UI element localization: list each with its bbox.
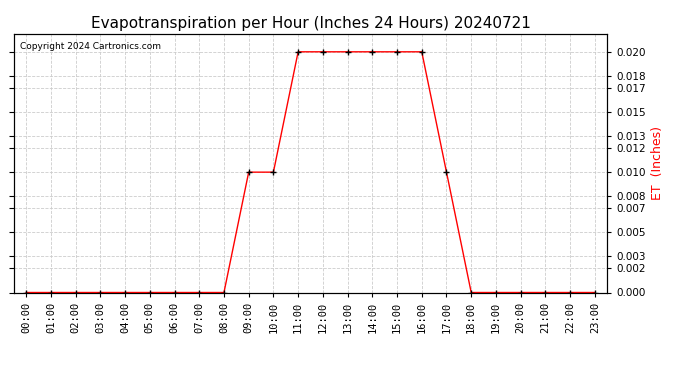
Title: Evapotranspiration per Hour (Inches 24 Hours) 20240721: Evapotranspiration per Hour (Inches 24 H… <box>90 16 531 31</box>
Y-axis label: ET  (Inches): ET (Inches) <box>651 126 664 200</box>
Text: Copyright 2024 Cartronics.com: Copyright 2024 Cartronics.com <box>20 42 161 51</box>
